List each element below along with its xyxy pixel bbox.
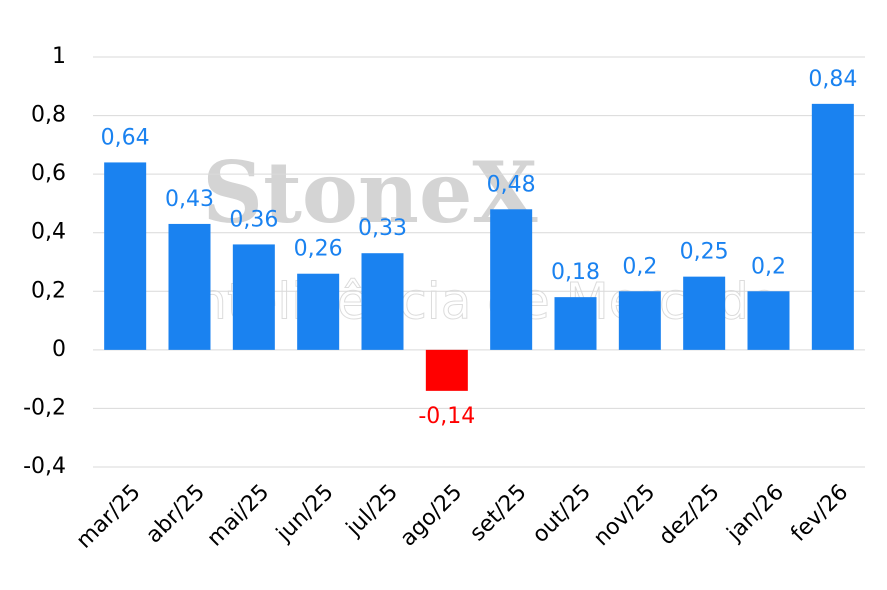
y-tick-label: -0,2 (23, 395, 66, 420)
x-tick-label: ago/25 (396, 480, 468, 552)
bar (361, 253, 404, 350)
watermark-tagline: Inteligência de Mercado (181, 273, 780, 331)
y-tick-label: 0,8 (31, 103, 66, 128)
value-label: 0,48 (487, 172, 536, 197)
x-tick-label: abr/25 (141, 480, 210, 549)
x-tick-label: out/25 (528, 480, 596, 548)
value-label: -0,14 (418, 404, 475, 429)
bar (490, 209, 533, 350)
watermark-brand: StoneX (202, 143, 538, 242)
bar (811, 103, 854, 350)
x-tick-label: jun/25 (271, 480, 338, 547)
y-tick-label: 0,6 (31, 161, 66, 186)
bar (168, 223, 211, 350)
x-tick-label: mai/25 (203, 480, 275, 552)
x-tick-label: jan/26 (722, 480, 789, 547)
y-tick-label: 1 (52, 44, 66, 69)
value-label: 0,36 (229, 207, 278, 232)
value-label: 0,43 (165, 187, 214, 212)
y-tick-label: 0 (52, 337, 66, 362)
x-tick-label: fev/26 (786, 480, 853, 547)
value-label: 0,64 (101, 125, 150, 150)
bar (297, 273, 340, 350)
x-tick-label: dez/25 (654, 480, 724, 550)
value-label: 0,2 (751, 254, 786, 279)
x-tick-label: set/25 (465, 480, 531, 546)
y-tick-label: 0,4 (31, 220, 66, 245)
value-label: 0,84 (808, 67, 857, 92)
bar (683, 276, 726, 350)
value-label: 0,18 (551, 260, 600, 285)
x-tick-label: nov/25 (589, 480, 660, 551)
bar (747, 291, 790, 350)
value-label: 0,33 (358, 216, 407, 241)
y-tick-label: 0,2 (31, 278, 66, 303)
value-label: 0,26 (294, 237, 343, 262)
bar (618, 291, 661, 350)
value-label: 0,25 (680, 240, 729, 265)
x-tick-label: mar/25 (72, 480, 146, 554)
x-tick-label: jul/25 (341, 480, 403, 542)
bar (104, 162, 147, 350)
bar (232, 244, 275, 350)
bar (554, 297, 597, 350)
value-label: 0,2 (622, 254, 657, 279)
bar (425, 349, 468, 391)
y-tick-label: -0,4 (23, 454, 66, 479)
